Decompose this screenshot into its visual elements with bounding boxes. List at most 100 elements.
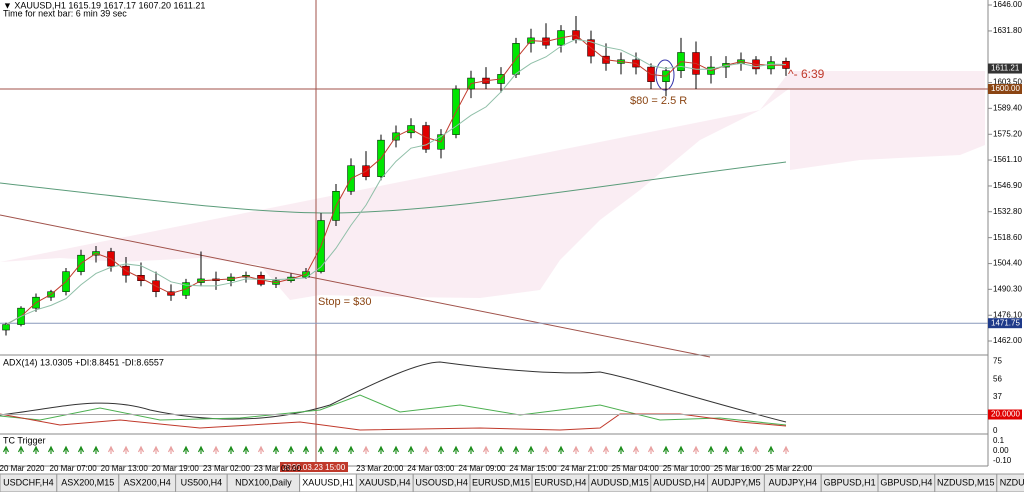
y-tick-label: 1575.20: [993, 129, 1022, 138]
trigger-arrow: [617, 445, 625, 454]
trigger-arrow: [272, 445, 280, 454]
trigger-arrow: [77, 445, 85, 454]
tab-label[interactable]: XAUUSD,H1: [302, 477, 354, 487]
trigger-arrow: [242, 445, 250, 454]
trigger-arrow: [497, 445, 505, 454]
trigger-arrow: [407, 445, 415, 454]
x-tick-label: 24 Mar 15:00: [509, 464, 557, 473]
trend-line: [0, 214, 711, 358]
adx-level-box: [988, 409, 1022, 420]
ichimoku-cloud: [0, 71, 985, 300]
y-tick-label: 1631.80: [993, 26, 1022, 35]
tab[interactable]: [996, 473, 1024, 492]
y-tick-label: 1532.80: [993, 207, 1022, 216]
adx-tick-label: 56: [993, 374, 1002, 383]
trigger-tick-label: 0.1: [993, 436, 1005, 445]
trigger-arrow: [587, 445, 595, 454]
tab-label[interactable]: USOUSD,H4: [415, 477, 468, 487]
cursor-time: 2020.03.23 15:00: [283, 463, 346, 472]
x-tick-label: 25 Mar 10:00: [663, 464, 711, 473]
x-tick-label: 25 Mar 04:00: [612, 464, 660, 473]
trigger-arrow: [137, 445, 145, 454]
candle-body: [2, 324, 10, 331]
countdown-annotation: ^- 6:39: [788, 67, 825, 81]
trigger-arrow: [167, 445, 175, 454]
adx-tick-label: 37: [993, 392, 1002, 401]
tab-label[interactable]: EURUSD,M15: [472, 477, 530, 487]
trigger-arrow: [467, 445, 475, 454]
tab-label[interactable]: US500,H4: [181, 477, 223, 487]
trigger-arrow: [332, 445, 340, 454]
trigger-arrow: [482, 445, 490, 454]
tab-label[interactable]: NDX100,Daily: [235, 477, 292, 487]
trigger-arrow: [287, 445, 295, 454]
trigger-arrow: [557, 445, 565, 454]
trigger-arrow: [632, 445, 640, 454]
tab-label[interactable]: NZDU: [1000, 477, 1024, 487]
y-tick-label: 1561.10: [993, 155, 1022, 164]
trigger-arrow: [392, 445, 400, 454]
adx-tick-label: 0: [993, 426, 998, 435]
trigger-arrow: [17, 445, 25, 454]
price-marker-box: [988, 318, 1022, 329]
trigger-arrow: [152, 445, 160, 454]
trigger-arrow: [347, 445, 355, 454]
x-tick-label: 24 Mar 09:00: [458, 464, 506, 473]
trigger-arrow: [227, 445, 235, 454]
trigger-arrow: [722, 445, 730, 454]
trigger-arrow: [92, 445, 100, 454]
tab-label[interactable]: EURUSD,H4: [534, 477, 586, 487]
x-tick-label: 20 Mar 19:00: [152, 464, 200, 473]
trigger-arrow: [452, 445, 460, 454]
trigger-arrow: [737, 445, 745, 454]
x-tick-label: 24 Mar 03:00: [407, 464, 455, 473]
tab-label[interactable]: XAUUSD,H4: [359, 477, 411, 487]
adx-tick-label: 75: [993, 357, 1002, 366]
trigger-arrow: [32, 445, 40, 454]
tab-label[interactable]: NZDUSD,M15: [937, 477, 995, 487]
x-tick-label: 20 Mar 13:00: [101, 464, 149, 473]
tab-label[interactable]: GBPUSD,H4: [880, 477, 932, 487]
tab-label[interactable]: GBPUSD,H1: [824, 477, 876, 487]
trigger-arrow: [107, 445, 115, 454]
trigger-arrow: [212, 445, 220, 454]
trigger-arrow: [602, 445, 610, 454]
price-marker-label: 1471.75: [991, 318, 1020, 327]
adx-label: ADX(14) 13.0305 +DI:8.8451 -DI:8.6557: [3, 357, 164, 367]
tab-label[interactable]: ASX200,M15: [61, 477, 114, 487]
y-tick-label: 1490.30: [993, 284, 1022, 293]
trigger-arrow: [437, 445, 445, 454]
x-tick-label: 23 Mar 02:00: [203, 464, 251, 473]
trigger-arrow: [47, 445, 55, 454]
tab-label[interactable]: AUDUSD,M15: [591, 477, 649, 487]
tab-label[interactable]: AUDJPY,M5: [711, 477, 760, 487]
y-tick-label: 1603.50: [993, 78, 1022, 87]
fast-moving-average: [5, 34, 787, 326]
y-tick-label: 1462.00: [993, 336, 1022, 345]
trigger-arrow: [692, 445, 700, 454]
x-tick-label: 23 Mar 08:00: [254, 464, 302, 473]
x-tick-label: 20 Mar 2020: [0, 464, 45, 473]
trigger-arrow: [752, 445, 760, 454]
tab-label[interactable]: USDCHF,H4: [3, 477, 54, 487]
cursor-time-box: [280, 462, 348, 472]
price-marker-label: 1600.00: [991, 84, 1020, 93]
tab-label[interactable]: AUDUSD,H4: [653, 477, 705, 487]
tab-label[interactable]: ASX200,H4: [124, 477, 171, 487]
trigger-arrow: [197, 445, 205, 454]
trigger-arrow: [572, 445, 580, 454]
x-tick-label: 20 Mar 07:00: [50, 464, 98, 473]
trigger-arrow: [422, 445, 430, 454]
tab-label[interactable]: AUDJPY,H4: [769, 477, 817, 487]
adx-line: [0, 361, 787, 423]
trigger-tick-label: -0.10: [993, 456, 1012, 465]
price-marker-box: [988, 63, 1022, 74]
price-marker-box: [988, 84, 1022, 94]
y-tick-label: 1504.40: [993, 259, 1022, 268]
trigger-arrow: [377, 445, 385, 454]
trigger-arrow: [2, 445, 10, 454]
y-tick-label: 1646.00: [993, 0, 1022, 9]
y-tick-label: 1518.60: [993, 233, 1022, 242]
target-annotation: $80 = 2.5 R: [630, 95, 687, 107]
